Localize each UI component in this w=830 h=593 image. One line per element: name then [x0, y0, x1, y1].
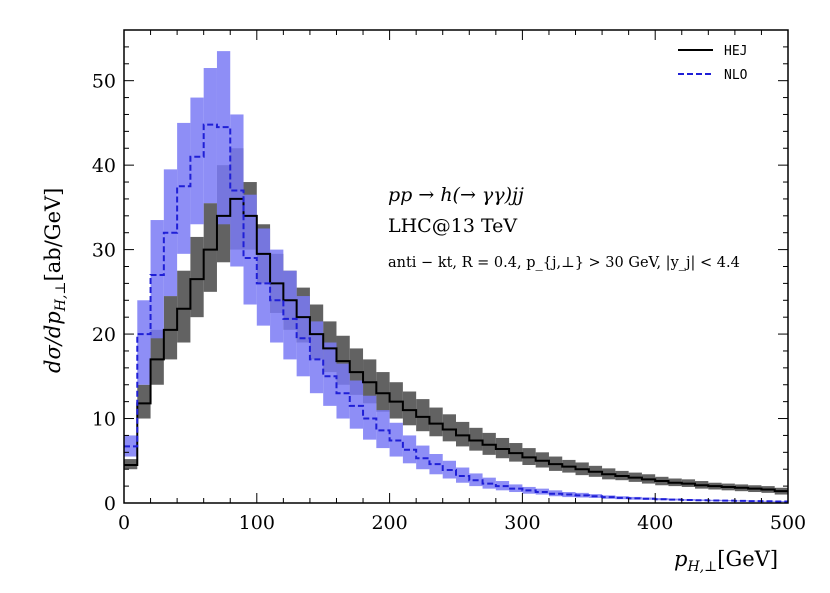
nlo-band-bin-280	[495, 481, 510, 491]
x-axis-title-main: p	[674, 547, 687, 571]
hej-band-bin-20	[150, 329, 164, 385]
nlo-band-bin-340	[575, 492, 589, 498]
nlo-band-bin-450	[721, 500, 735, 502]
nlo-band-bin-0	[124, 435, 138, 457]
nlo-band-bin-470	[748, 500, 762, 502]
x-tick-label: 0	[118, 512, 130, 534]
annotation-cuts: anti − kt, R = 0.4, p_{j,⊥} > 30 GeV, |y…	[388, 255, 740, 271]
x-axis-title-unit: [GeV]	[717, 547, 778, 571]
y-tick-label: 50	[92, 71, 116, 93]
hej-band-bin-190	[376, 372, 390, 412]
y-tick-label: 10	[92, 409, 116, 431]
hej-band-bin-200	[389, 382, 403, 419]
nlo-band-bin-110	[270, 249, 284, 343]
nlo-band-bin-70	[216, 51, 231, 225]
legend-hej-label: HEJ	[724, 44, 747, 59]
nlo-band-bin-10	[137, 300, 151, 385]
nlo-band-bin-40	[177, 122, 191, 254]
nlo-band-bin-430	[695, 499, 709, 501]
x-tick-label: 300	[504, 512, 540, 534]
hej-band-bin-50	[190, 236, 204, 318]
nlo-band-bin-490	[774, 500, 788, 502]
hej-line	[124, 197, 788, 493]
nlo-band-bin-100	[256, 228, 271, 326]
nlo-line	[124, 123, 788, 503]
nlo-band-bin-60	[203, 68, 217, 204]
x-tick-label: 100	[239, 512, 275, 534]
legend-nlo-label: NLO	[724, 68, 748, 83]
y-tick-label: 0	[104, 493, 116, 515]
nlo-band-bin-120	[283, 270, 297, 360]
nlo-band-bin-20	[150, 220, 164, 339]
annotation-collider: LHC@13 TeV	[388, 215, 517, 237]
y-tick-label: 20	[92, 324, 116, 346]
histogram-lines	[124, 123, 788, 503]
hej-band-bin-60	[203, 203, 217, 292]
axis-ticks: 0 100 200 300 400 500 0 10 20 30 40 50	[92, 30, 806, 534]
nlo-band-bin-50	[190, 97, 204, 225]
hej-band-bin-230	[429, 407, 443, 437]
hej-band-bin-30	[163, 296, 178, 360]
hej-band-bin-210	[402, 391, 417, 426]
y-axis-title: dσ/dpH,⊥[ab/GeV]	[41, 188, 69, 373]
hej-band-bin-10	[137, 384, 151, 419]
nlo-band-bin-140	[309, 321, 324, 394]
nlo-band-bin-90	[243, 194, 257, 305]
x-axis-title-sub: H,⊥	[686, 559, 717, 575]
x-tick-label: 500	[770, 512, 806, 534]
y-axis-title-unit: [ab/GeV]	[41, 188, 65, 282]
hej-band-bin-220	[416, 399, 430, 432]
x-tick-label: 200	[371, 512, 407, 534]
legend: HEJ NLO	[678, 44, 748, 83]
y-axis-title-sub: H,⊥	[53, 281, 69, 312]
nlo-band-bin-160	[336, 363, 350, 419]
x-tick-label: 400	[637, 512, 673, 534]
nlo-band-bin-170	[349, 380, 364, 429]
nlo-band-bin-190	[376, 410, 390, 449]
hej-band-bin-250	[456, 421, 470, 447]
nlo-band-bin-180	[363, 395, 377, 440]
x-axis-title: pH,⊥[GeV]	[674, 547, 778, 575]
hej-band-bin-40	[177, 270, 191, 343]
nlo-band-bin-150	[323, 342, 337, 406]
nlo-band-bin-290	[509, 484, 523, 493]
nlo-band-bin-30	[163, 169, 178, 297]
hej-band-bin-260	[469, 427, 483, 451]
nlo-band-bin-130	[296, 296, 310, 377]
y-tick-label: 40	[92, 155, 116, 177]
y-tick-label: 30	[92, 240, 116, 262]
y-axis-title-main: dσ/dp	[41, 311, 65, 373]
hej-band-bin-240	[442, 414, 456, 442]
nlo-band-bin-320	[548, 490, 563, 497]
annotation-process: pp → h(→ γγ)jj	[388, 184, 524, 206]
